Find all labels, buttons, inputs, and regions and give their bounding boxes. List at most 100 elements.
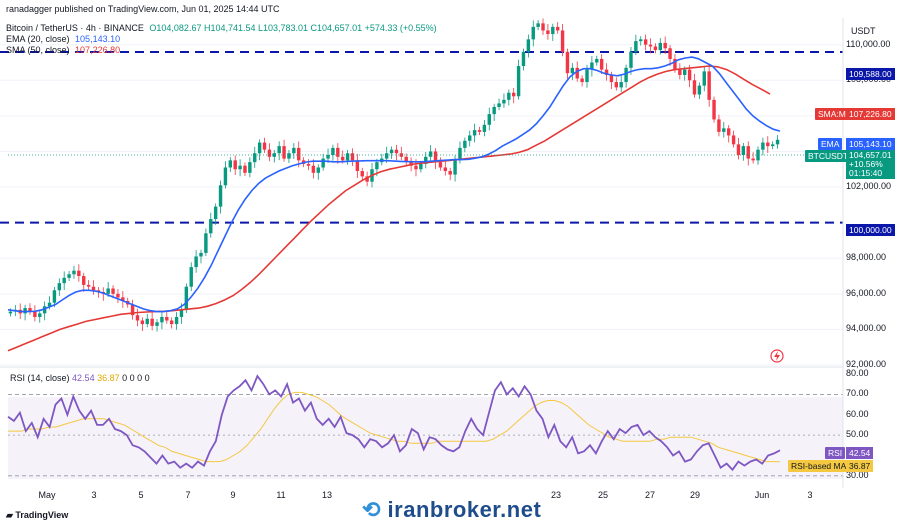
candle-body (77, 270, 81, 277)
rsi-legend[interactable]: RSI (14, close) 42.54 36.87 0 0 0 0 (10, 373, 150, 383)
candle-body (223, 167, 228, 186)
rsi-tick: 30.00 (846, 469, 869, 480)
tradingview-footer[interactable]: ▰ TradingView (6, 510, 68, 521)
candle-body (345, 153, 350, 161)
candle-body (424, 156, 428, 164)
candle-body (111, 288, 115, 294)
btc-timer: 01:15:40 (849, 168, 883, 178)
watermark: ⟲ iranbroker.net (362, 497, 541, 523)
candle-body (433, 151, 438, 163)
candle-body (507, 92, 511, 100)
rsi-legend-zeros: 0 0 0 0 (122, 373, 150, 383)
candle-body (272, 153, 277, 157)
time-tick: 5 (138, 490, 144, 500)
candle-body (463, 140, 467, 148)
time-tick: 11 (276, 490, 286, 500)
candle-body (722, 128, 726, 132)
candle-body (761, 142, 765, 150)
time-tick: Jun (754, 490, 770, 500)
sma-tag: SMA:MA (815, 108, 855, 120)
rsi-tick: 50.00 (846, 429, 869, 440)
candle-body (746, 146, 750, 159)
price-tick: 92,000.00 (846, 359, 887, 369)
candle-body (238, 165, 242, 170)
lightning-icon[interactable] (770, 349, 784, 363)
candle-body (262, 142, 267, 150)
candle-body (169, 320, 174, 325)
candle-body (257, 142, 262, 154)
candle-body (116, 293, 120, 298)
candle-body (145, 318, 149, 325)
symbol-line: Bitcoin / TetherUS · 4h · BINANCE O104,0… (6, 23, 440, 34)
ema-price-tag: 105,143.10 (846, 138, 895, 150)
time-tick: 13 (321, 490, 333, 500)
candle-body (189, 267, 193, 287)
candle-body (614, 82, 619, 88)
grid (0, 44, 843, 366)
candle-body (736, 144, 741, 156)
candle-body (590, 62, 594, 70)
candle-body (707, 71, 711, 100)
candle-body (38, 313, 42, 317)
candle-body (306, 163, 311, 166)
candle-body (287, 153, 291, 159)
price-tick: 96,000.00 (846, 287, 887, 298)
candle-body (150, 318, 154, 326)
time-tick: 3 (91, 490, 97, 500)
candle-body (297, 147, 301, 161)
time-tick: 3 (807, 490, 813, 500)
candle-body (609, 74, 614, 83)
rsi-ma-price-tag: 36.87 (846, 460, 874, 472)
candle-body (160, 316, 164, 323)
symbol-title[interactable]: Bitcoin / TetherUS · 4h · BINANCE (6, 23, 144, 33)
lightning-bolt-icon (774, 351, 780, 361)
candle-body (350, 153, 355, 161)
candle-body (174, 316, 179, 325)
candle-body (204, 233, 208, 253)
ema-line (7, 56, 781, 313)
candle-body (477, 130, 482, 132)
ema-legend[interactable]: EMA (20, close) 105,143.10 (6, 34, 123, 45)
candle-body (194, 256, 198, 268)
candle-body (336, 147, 340, 157)
axis-unit[interactable]: USDT (851, 26, 876, 36)
candle-body (91, 286, 96, 291)
candle-body (770, 144, 775, 147)
candle-body (599, 58, 604, 70)
candle-body (673, 58, 677, 70)
candle-body (683, 69, 687, 75)
candle-body (42, 306, 47, 314)
candle-body (8, 311, 13, 314)
sma-legend[interactable]: SMA (50, close) 107,226.80 (6, 45, 123, 56)
candle-body (282, 146, 286, 159)
candle-body (634, 41, 638, 52)
btc-change: +10.56% (849, 159, 883, 169)
candle-body (140, 320, 145, 325)
candle-body (277, 146, 281, 154)
ema-tag: EMA (818, 138, 843, 150)
candle-body (419, 163, 423, 170)
candle-body (199, 252, 203, 257)
candle-body (443, 167, 448, 172)
candle-body (72, 270, 76, 275)
candle-body (726, 128, 731, 136)
btc-price: 104,657.01 (849, 150, 892, 160)
candle-body (394, 149, 399, 154)
candle-body (560, 30, 565, 52)
candle-body (228, 160, 233, 168)
candle-body (766, 142, 770, 147)
btc-price-tag: 104,657.01 +10.56% 01:15:40 (846, 150, 895, 179)
footer-brand: TradingView (15, 510, 69, 520)
level-high-tag: 109,588.00 (846, 68, 895, 80)
rsi-band (8, 397, 843, 479)
candle-body (687, 69, 692, 81)
rsi-ma-legend-value: 36.87 (97, 373, 120, 383)
rsi-price-tag: 42.54 (846, 447, 874, 459)
time-tick: 25 (597, 490, 609, 500)
candle-body (526, 39, 531, 52)
candle-body (516, 66, 521, 97)
candle-body (321, 158, 325, 168)
candle-body (233, 160, 237, 170)
